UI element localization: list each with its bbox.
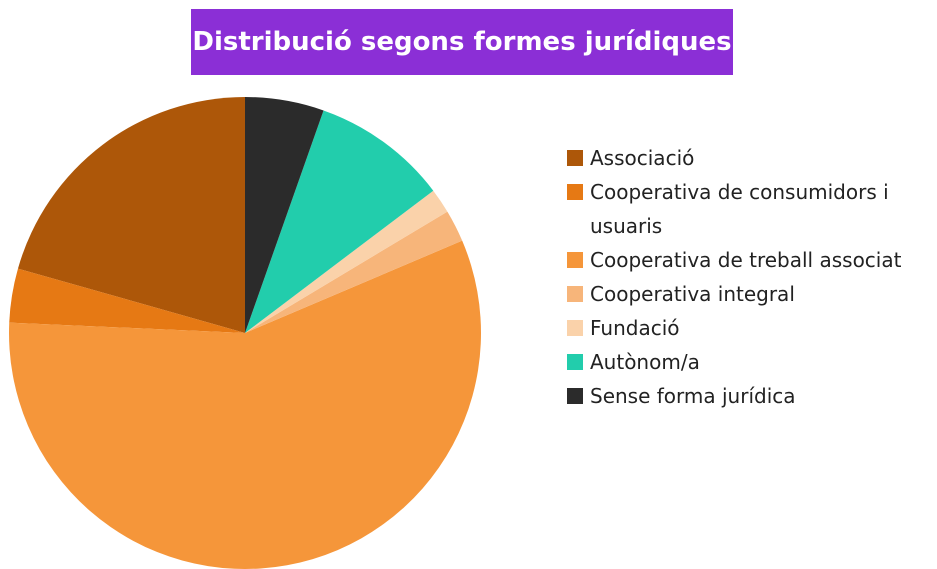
legend-label: Sense forma jurídica bbox=[590, 384, 796, 408]
legend-label: Fundació bbox=[590, 316, 680, 340]
legend-swatch bbox=[567, 388, 583, 404]
pie-slice bbox=[245, 190, 448, 333]
legend-item: Cooperativa de consumidors i usuaris bbox=[567, 175, 935, 243]
pie-slice bbox=[9, 268, 246, 333]
pie-slice bbox=[17, 97, 245, 333]
pie-slice bbox=[245, 110, 434, 334]
legend-swatch bbox=[567, 354, 583, 370]
legend-item: Fundació bbox=[567, 311, 935, 345]
legend-label: Associació bbox=[590, 146, 695, 170]
legend-swatch bbox=[567, 286, 583, 302]
legend-item: Autònom/a bbox=[567, 345, 935, 379]
legend-item: Associació bbox=[567, 141, 935, 175]
legend-label: Cooperativa de treball associat bbox=[590, 248, 902, 272]
legend-swatch bbox=[567, 184, 583, 200]
legend-swatch bbox=[567, 320, 583, 336]
pie-slice bbox=[245, 211, 463, 333]
legend-swatch bbox=[567, 150, 583, 166]
legend-label: Autònom/a bbox=[590, 350, 700, 374]
legend-swatch bbox=[567, 252, 583, 268]
chart-title: Distribució segons formes jurídiques bbox=[191, 9, 733, 75]
pie-slice bbox=[9, 240, 482, 569]
legend-item: Sense forma jurídica bbox=[567, 379, 935, 413]
legend-item: Cooperativa integral bbox=[567, 277, 935, 311]
legend-item: Cooperativa de treball associat bbox=[567, 243, 935, 277]
legend-label: Cooperativa integral bbox=[590, 282, 795, 306]
legend-label: Cooperativa de consumidors i usuaris bbox=[590, 180, 889, 238]
legend: Associació Cooperativa de consumidors i u… bbox=[567, 141, 935, 413]
pie-slice bbox=[245, 97, 324, 333]
